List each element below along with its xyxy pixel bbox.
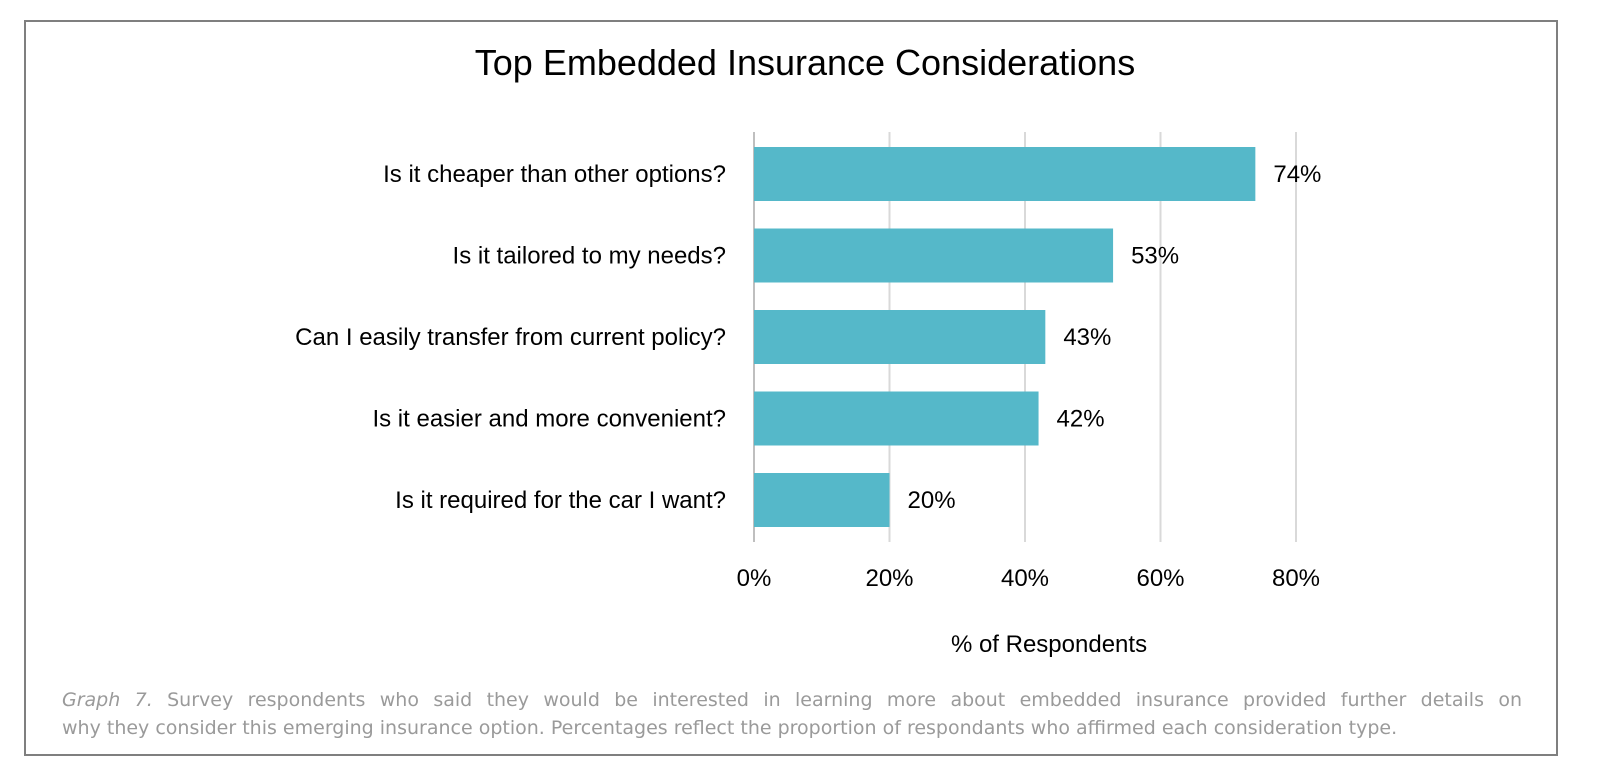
category-label: Is it cheaper than other options?	[383, 161, 726, 188]
data-label: 43%	[1063, 324, 1111, 351]
bars	[754, 147, 1256, 527]
x-tick-labels: 0% 20% 40% 60% 80%	[737, 565, 1320, 592]
data-label: 53%	[1131, 243, 1179, 270]
x-axis-label: % of Respondents	[951, 631, 1147, 658]
x-tick-label: 60%	[1136, 565, 1184, 592]
caption-line-2: why they consider this emerging insuranc…	[62, 717, 1398, 739]
figure-frame	[24, 20, 1558, 756]
x-tick-label: 20%	[865, 565, 913, 592]
x-tick-label: 40%	[1001, 565, 1049, 592]
value-labels: 74% 53% 43% 42% 20%	[908, 161, 1322, 514]
chart-title: Top Embedded Insurance Considerations	[474, 42, 1136, 83]
category-labels: Is it cheaper than other options? Is it t…	[295, 161, 726, 514]
bar	[754, 310, 1046, 364]
category-label: Is it tailored to my needs?	[453, 243, 726, 270]
caption-label: Graph 7.	[62, 689, 153, 711]
category-label: Can I easily transfer from current polic…	[295, 324, 726, 351]
bar	[754, 147, 1256, 201]
x-tick-label: 0%	[737, 565, 772, 592]
figure-caption: Graph 7. Survey respondents who said the…	[62, 686, 1522, 742]
bar	[754, 228, 1114, 283]
x-tick-label: 80%	[1272, 565, 1320, 592]
data-label: 74%	[1273, 161, 1321, 188]
bar	[754, 391, 1039, 446]
data-label: 20%	[908, 487, 956, 514]
category-label: Is it required for the car I want?	[395, 487, 726, 514]
data-label: 42%	[1057, 406, 1105, 433]
category-label: Is it easier and more convenient?	[372, 406, 726, 433]
caption-line-1: Graph 7. Survey respondents who said the…	[62, 686, 1522, 714]
caption-text-1: Survey respondents who said they would b…	[167, 689, 1522, 711]
bar	[754, 473, 890, 527]
